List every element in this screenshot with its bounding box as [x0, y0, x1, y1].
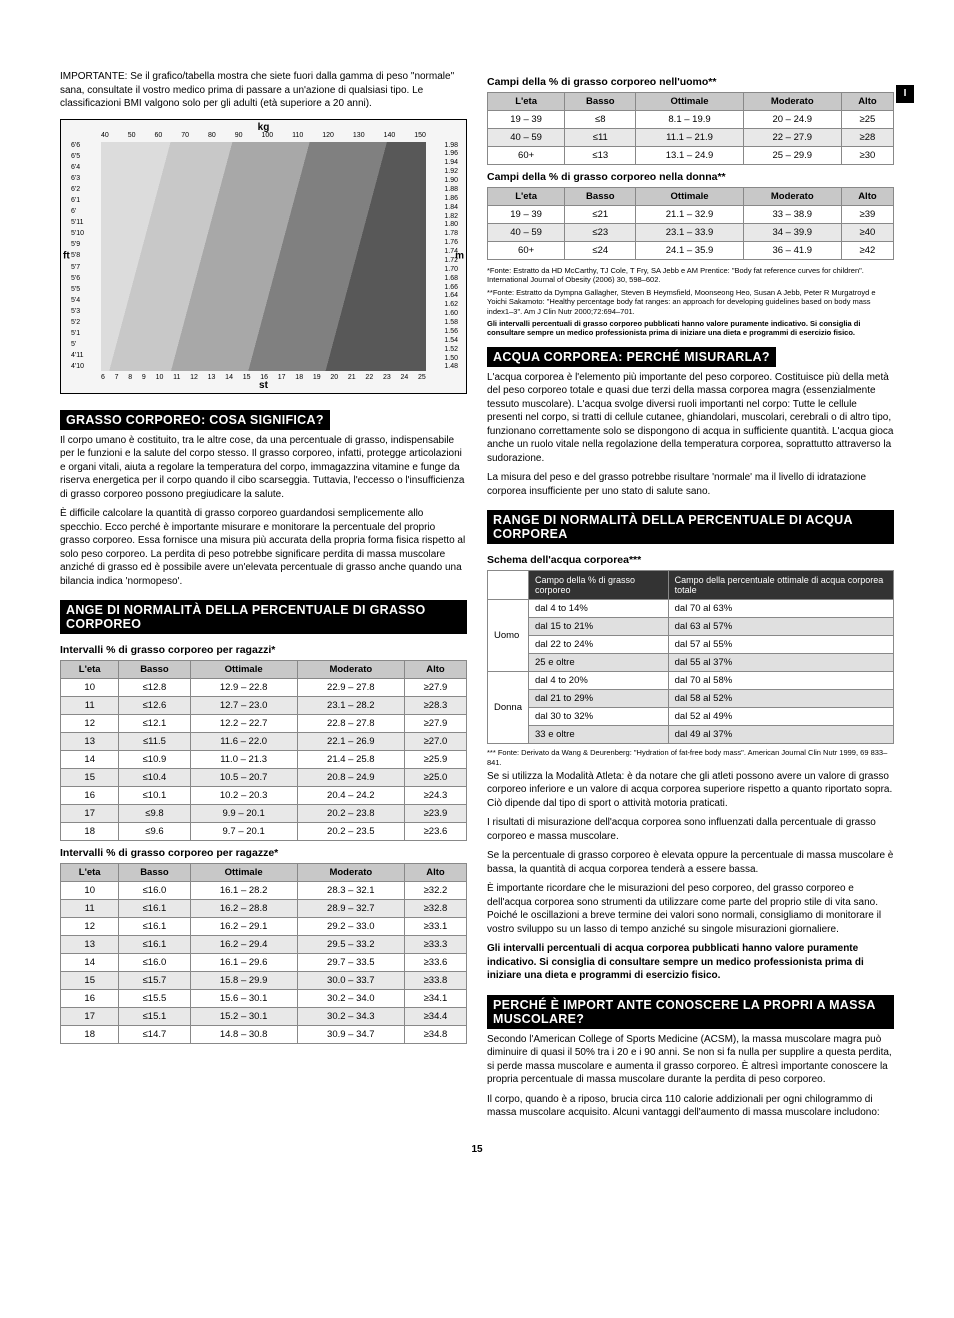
left-column: IMPORTANTE: Se il grafico/tabella mostra…: [60, 70, 467, 1126]
footnote-2: **Fonte: Estratto da Dympna Gallagher, S…: [487, 288, 894, 316]
table-header: Basso: [119, 661, 190, 679]
table-header: Ottimale: [190, 661, 297, 679]
table-row: 18≤9.69.7 – 20.120.2 – 23.5≥23.6: [61, 823, 467, 841]
chart-ft-label: ft: [63, 251, 70, 262]
section-5-title: RANGE DI NORMALITÀ DELLA PERCENTUALE DI …: [487, 510, 894, 544]
right-column: Campi della % di grasso corporeo nell'uo…: [487, 70, 894, 1126]
table-header: Ottimale: [636, 93, 743, 111]
table-row: 40 – 59≤2323.1 – 33.934 – 39.9≥40: [488, 224, 894, 242]
table-header: L'eta: [488, 188, 565, 206]
table-header: Alto: [404, 661, 466, 679]
section-2-title: ANGE DI NORMALITÀ DELLA PERCENTUALE DI G…: [60, 600, 467, 634]
table-row: 18≤14.714.8 – 30.830.9 – 34.7≥34.8: [61, 1026, 467, 1044]
chart-bot-ticks: 678910111213141516171819202122232425: [101, 374, 426, 381]
section-1-p2: È difficile calcolare la quantità di gra…: [60, 507, 467, 588]
chart-right-ticks: 1.981.961.941.921.901.881.861.841.821.80…: [444, 142, 458, 371]
table-row: 60+≤2424.1 – 35.936 – 41.9≥42: [488, 242, 894, 260]
section-6-p1: Secondo l'American College of Sports Med…: [487, 1033, 894, 1087]
section-5-p4: È importante ricordare che le misurazion…: [487, 882, 894, 936]
table-header: Campo della percentuale ottimale di acqu…: [668, 571, 893, 600]
section-4-p1: L'acqua corporea è l'elemento più import…: [487, 371, 894, 466]
table-header: Ottimale: [190, 864, 297, 882]
table-row: 17≤15.115.2 – 30.130.2 – 34.3≥34.4: [61, 1008, 467, 1026]
section-5-p5: Gli intervalli percentuali di acqua corp…: [487, 942, 894, 983]
water-footnote: *** Fonte: Derivato da Wang & Deurenberg…: [487, 748, 894, 767]
section-5-p1: Se si utilizza la Modalità Atleta: è da …: [487, 770, 894, 811]
table-header: Moderato: [743, 93, 841, 111]
table-row: 40 – 59≤1111.1 – 21.922 – 27.9≥28: [488, 129, 894, 147]
table-row: Uomodal 4 to 14%dal 70 al 63%: [488, 600, 894, 618]
section-1-p1: Il corpo umano è costituito, tra le altr…: [60, 434, 467, 502]
table-row: 19 – 39≤2121.1 – 32.933 – 38.9≥39: [488, 206, 894, 224]
table-row: dal 15 to 21%dal 63 al 57%: [488, 618, 894, 636]
table-row: 17≤9.89.9 – 20.120.2 – 23.8≥23.9: [61, 805, 467, 823]
table-header: Alto: [841, 93, 893, 111]
table-header: Basso: [565, 93, 636, 111]
table-header: Alto: [404, 864, 466, 882]
table-header: Moderato: [297, 661, 404, 679]
table-header: Alto: [841, 188, 893, 206]
chart-st-label: st: [259, 380, 268, 391]
table-header: L'eta: [61, 661, 119, 679]
section-6-p2: Il corpo, quando è a riposo, brucia circ…: [487, 1093, 894, 1120]
table-header: L'eta: [488, 93, 565, 111]
side-tab: I: [896, 85, 914, 103]
table-row: dal 21 to 29%dal 58 al 52%: [488, 690, 894, 708]
footnote-3: Gli intervalli percentuali di grasso cor…: [487, 319, 894, 338]
men-table-title: Campi della % di grasso corporeo nell'uo…: [487, 76, 894, 88]
section-4-p2: La misura del peso e del grasso potrebbe…: [487, 471, 894, 498]
table-row: 10≤16.016.1 – 28.228.3 – 32.1≥32.2: [61, 882, 467, 900]
table-header: Basso: [119, 864, 190, 882]
table-row: 13≤16.116.2 – 29.429.5 – 33.2≥33.3: [61, 936, 467, 954]
table-row: 16≤10.110.2 – 20.320.4 – 24.2≥24.3: [61, 787, 467, 805]
table-row: 11≤12.612.7 – 23.023.1 – 28.2≥28.3: [61, 697, 467, 715]
table-row: 14≤16.016.1 – 29.629.7 – 33.5≥33.6: [61, 954, 467, 972]
chart-area: [101, 142, 426, 371]
table-header: Ottimale: [636, 188, 743, 206]
section-1-title: GRASSO CORPOREO: COSA SIGNIFICA?: [60, 410, 330, 430]
girls-table: L'etaBassoOttimaleModeratoAlto10≤16.016.…: [60, 863, 467, 1044]
table-row: 13≤11.511.6 – 22.022.1 – 26.9≥27.0: [61, 733, 467, 751]
table-header: Campo della % di grasso corporeo: [529, 571, 669, 600]
table-row: 11≤16.116.2 – 28.828.9 – 32.7≥32.8: [61, 900, 467, 918]
men-table: L'etaBassoOttimaleModeratoAlto19 – 39≤88…: [487, 92, 894, 165]
table-row: 19 – 39≤88.1 – 19.920 – 24.9≥25: [488, 111, 894, 129]
chart-top-ticks: 405060708090100110120130140150: [101, 132, 426, 139]
table-row: Donnadal 4 to 20%dal 70 al 58%: [488, 672, 894, 690]
boys-table-title: Intervalli % di grasso corporeo per raga…: [60, 644, 467, 656]
table-row: dal 30 to 32%dal 52 al 49%: [488, 708, 894, 726]
table-header: Moderato: [297, 864, 404, 882]
table-row: 60+≤1313.1 – 24.925 – 29.9≥30: [488, 147, 894, 165]
table-row: 10≤12.812.9 – 22.822.9 – 27.8≥27.9: [61, 679, 467, 697]
table-row: 16≤15.515.6 – 30.130.2 – 34.0≥34.1: [61, 990, 467, 1008]
table-header: Basso: [565, 188, 636, 206]
section-4-title: ACQUA CORPOREA: PERCHÉ MISURARLA?: [487, 347, 776, 367]
footnote-1: *Fonte: Estratto da HD McCarthy, TJ Cole…: [487, 266, 894, 285]
boys-table: L'etaBassoOttimaleModeratoAlto10≤12.812.…: [60, 660, 467, 841]
table-row: dal 22 to 24%dal 57 al 55%: [488, 636, 894, 654]
table-header: Moderato: [743, 188, 841, 206]
section-6-title: PERCHÉ È IMPORT ANTE CONOSCERE LA PROPRI…: [487, 995, 894, 1029]
table-row: 15≤15.715.8 – 29.930.0 – 33.7≥33.8: [61, 972, 467, 990]
table-row: 15≤10.410.5 – 20.720.8 – 24.9≥25.0: [61, 769, 467, 787]
important-note: IMPORTANTE: Se il grafico/tabella mostra…: [60, 70, 467, 111]
table-row: 12≤12.112.2 – 22.722.8 – 27.8≥27.9: [61, 715, 467, 733]
section-5-p2: I risultati di misurazione dell'acqua co…: [487, 816, 894, 843]
table-row: 25 e oltredal 55 al 37%: [488, 654, 894, 672]
table-header: L'eta: [61, 864, 119, 882]
page-number: 15: [60, 1144, 894, 1155]
table-row: 33 e oltredal 49 al 37%: [488, 726, 894, 744]
water-table-subtitle: Schema dell'acqua corporea***: [487, 554, 894, 566]
girls-table-title: Intervalli % di grasso corporeo per raga…: [60, 847, 467, 859]
table-row: 12≤16.116.2 – 29.129.2 – 33.0≥33.1: [61, 918, 467, 936]
bmi-chart: kg st ft m 40506070809010011012013014015…: [60, 119, 467, 394]
page-columns: IMPORTANTE: Se il grafico/tabella mostra…: [60, 70, 894, 1126]
section-5-p3: Se la percentuale di grasso corporeo è e…: [487, 849, 894, 876]
chart-left-ticks: 6'66'56'46'36'26'16'5'115'105'95'85'75'6…: [71, 142, 84, 371]
water-table: Campo della % di grasso corporeoCampo de…: [487, 570, 894, 744]
women-table: L'etaBassoOttimaleModeratoAlto19 – 39≤21…: [487, 187, 894, 260]
table-row: 14≤10.911.0 – 21.321.4 – 25.8≥25.9: [61, 751, 467, 769]
women-table-title: Campi della % di grasso corporeo nella d…: [487, 171, 894, 183]
